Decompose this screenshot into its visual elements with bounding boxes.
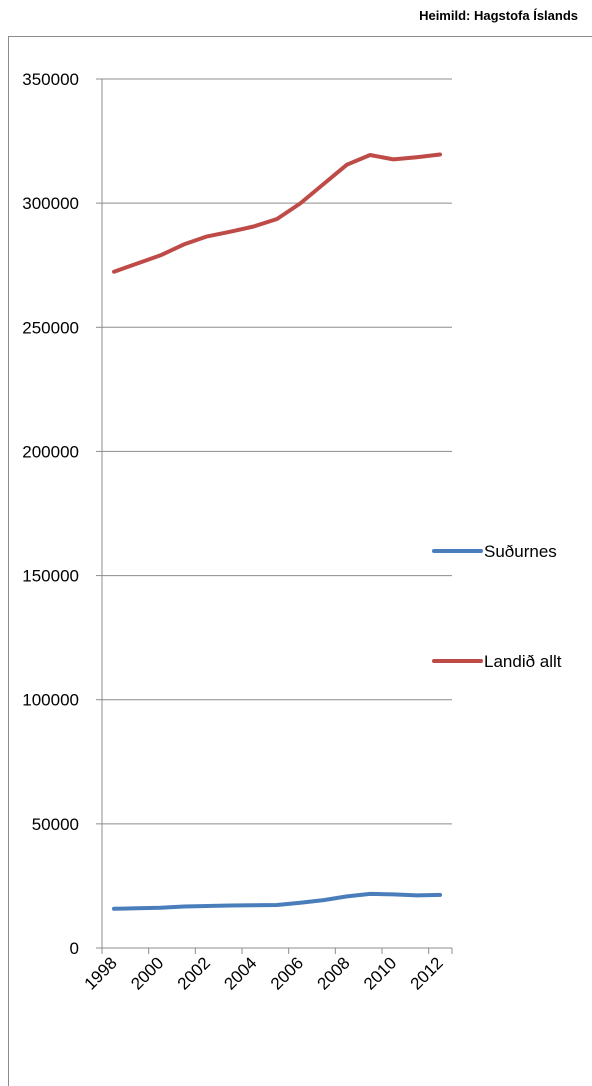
x-tick-label: 2000 (127, 953, 167, 993)
chart-frame (8, 36, 592, 1086)
series-line-1 (112, 891, 442, 911)
x-tick-label: 2008 (314, 953, 354, 993)
x-tick-label: 2010 (360, 953, 400, 993)
source-note: Heimild: Hagstofa Íslands (419, 8, 578, 23)
y-tick-label: 100000 (22, 691, 79, 710)
x-tick-label: 1998 (81, 953, 121, 993)
series-line-2 (112, 152, 442, 274)
gridlines (102, 78, 452, 825)
y-tick-label: 350000 (22, 70, 79, 89)
y-tick-labels: 0 50000 100000 150000 200000 250000 300000 3500… (22, 70, 79, 958)
y-tick-label: 0 (70, 939, 79, 958)
series-lines (112, 152, 442, 911)
y-tick-label: 300000 (22, 194, 79, 213)
x-tick-label: 2012 (407, 953, 447, 993)
legend-label: Landið allt (484, 652, 562, 671)
axes (96, 78, 453, 954)
y-tick-label: 200000 (22, 442, 79, 461)
y-tick-label: 50000 (32, 815, 79, 834)
y-tick-label: 250000 (22, 318, 79, 337)
x-tick-label: 2006 (267, 953, 307, 993)
x-tick-label: 2004 (220, 953, 260, 993)
legend-label: Suðurnes (484, 542, 557, 561)
legend: Suðurnes Landið allt (432, 542, 562, 671)
x-tick-label: 2002 (174, 953, 214, 993)
y-tick-label: 150000 (22, 567, 79, 586)
x-tick-labels: 1998 2000 2002 2004 2006 2008 2010 2012 (81, 953, 447, 993)
